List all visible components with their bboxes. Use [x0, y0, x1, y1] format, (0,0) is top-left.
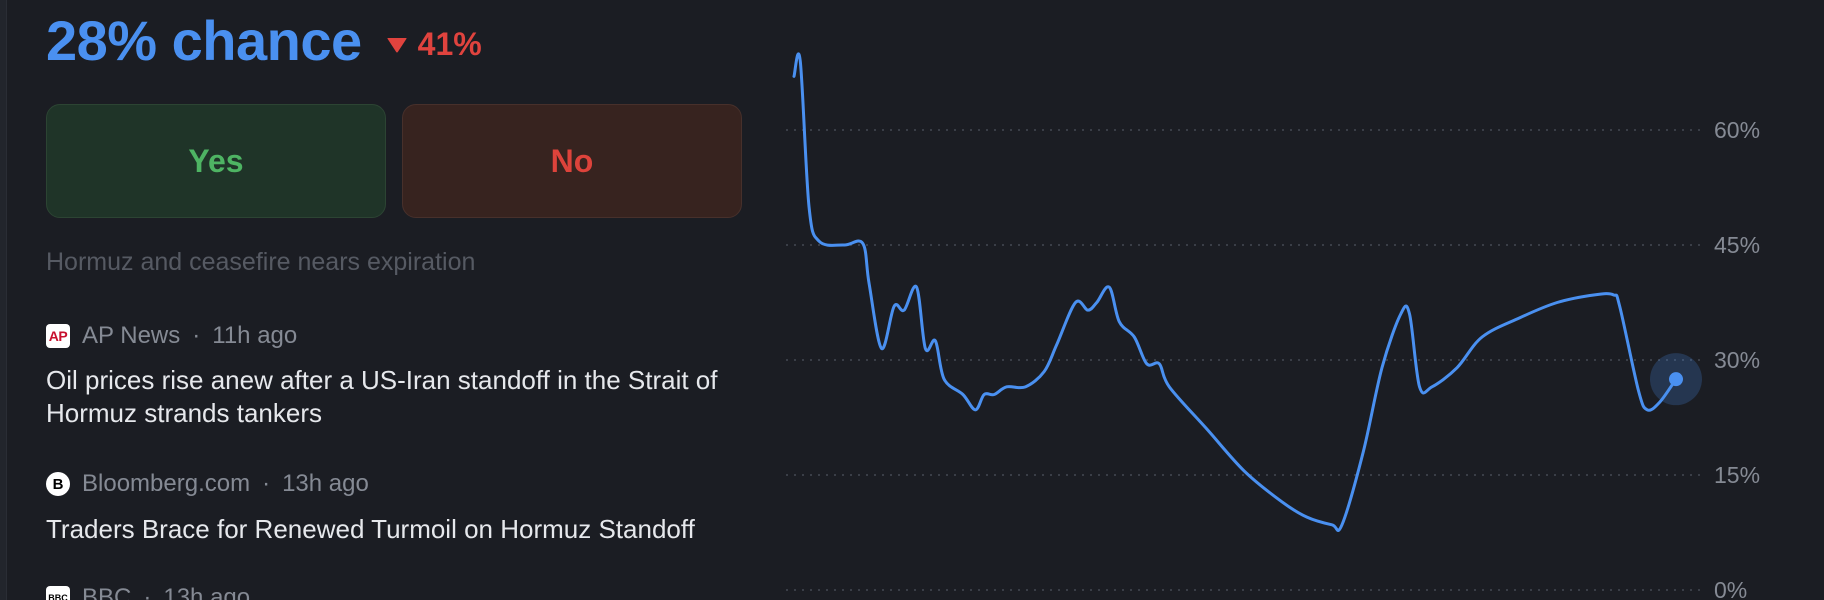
current-point-marker[interactable]	[1669, 372, 1683, 387]
y-tick-label: 45%	[1714, 232, 1760, 258]
y-tick-label: 60%	[1714, 117, 1760, 143]
news-source-row: BBC BBC · 13h ago	[46, 584, 250, 600]
chance-row: 28% chance 41%	[46, 8, 482, 73]
news-snippet: Hormuz and ceasefire nears expiration	[46, 248, 476, 276]
news-source-row: AP AP News · 11h ago	[46, 322, 297, 350]
news-source[interactable]: BBC	[82, 584, 132, 600]
caret-down-icon	[387, 37, 407, 52]
news-headline[interactable]: Oil prices rise anew after a US-Iran sta…	[46, 365, 718, 428]
news-source[interactable]: AP News	[82, 322, 181, 349]
change-indicator: 41%	[386, 26, 482, 63]
news-age: 13h ago	[163, 584, 251, 600]
separator-dot: ·	[192, 322, 201, 349]
bloomberg-icon: B	[46, 472, 70, 496]
y-tick-label: 0%	[1714, 577, 1747, 600]
probability-line	[792, 52, 1678, 533]
news-headline[interactable]: Traders Brace for Renewed Turmoil on Hor…	[46, 514, 695, 544]
news-age: 11h ago	[212, 322, 298, 349]
probability-chart: 0% 15% 30% 45% 60%	[786, 52, 1760, 600]
yes-button[interactable]: Yes	[46, 104, 386, 218]
separator-dot: ·	[262, 470, 271, 497]
y-tick-label: 15%	[1714, 462, 1760, 488]
ap-news-icon: AP	[46, 324, 70, 348]
y-tick-label: 30%	[1714, 347, 1760, 373]
separator-dot: ·	[143, 584, 152, 600]
bbc-icon: BBC	[46, 586, 70, 600]
outcome-buttons: Yes No	[46, 104, 742, 218]
left-panel-border	[0, 0, 7, 600]
news-source[interactable]: Bloomberg.com	[82, 470, 251, 497]
no-button[interactable]: No	[402, 104, 742, 218]
chance-value: 28% chance	[46, 9, 362, 72]
market-summary-panel: 28% chance 41% Yes No Hormuz and ceasefi…	[46, 0, 746, 600]
news-source-row: B Bloomberg.com · 13h ago	[46, 470, 369, 498]
news-age: 13h ago	[282, 470, 369, 497]
change-percent: 41%	[417, 26, 482, 62]
